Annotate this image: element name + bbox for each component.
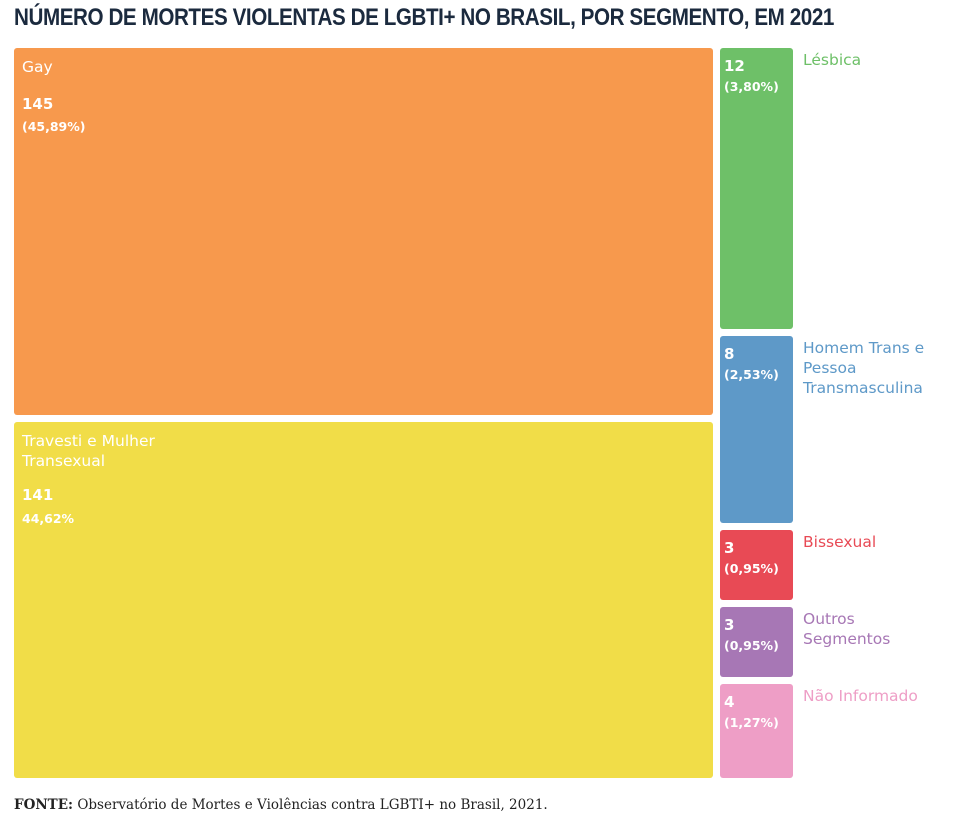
chart-title: NÚMERO DE MORTES VIOLENTAS DE LGBTI+ NO … <box>14 4 834 31</box>
tile-gay-value: 145 <box>22 95 54 113</box>
tile-lesbica-value: 12 <box>724 57 745 75</box>
legend-label-bissexual: Bissexual <box>803 533 877 551</box>
tile-gay: Gay 145 (45,89%) <box>14 48 713 415</box>
tile-lesbica: 12 (3,80%) <box>720 48 793 329</box>
tile-outros-value: 3 <box>724 616 735 634</box>
legend-label-lesbica: Lésbica <box>803 51 862 69</box>
legend-label-homem-trans: Homem Trans e Pessoa Transmasculina <box>803 339 925 397</box>
legend-label-outros-segmentos: Outros Segmentos <box>803 610 891 648</box>
tile-homem-trans-value: 8 <box>724 345 735 363</box>
tile-outros-percent: (0,95%) <box>724 638 779 653</box>
tile-travesti-value: 141 <box>22 486 54 504</box>
tile-travesti-label: Travesti e Mulher Transexual <box>22 432 155 470</box>
tile-nao-informado: 4 (1,27%) <box>720 684 793 778</box>
tile-lesbica-percent: (3,80%) <box>724 79 779 94</box>
tile-bissexual-value: 3 <box>724 539 735 557</box>
source-prefix: FONTE: <box>14 797 74 813</box>
tile-nao-informado-value: 4 <box>724 693 735 711</box>
tile-outros-segmentos: 3 (0,95%) <box>720 607 793 677</box>
source-text: Observatório de Mortes e Violências cont… <box>77 797 548 813</box>
tile-bissexual-percent: (0,95%) <box>724 561 779 576</box>
legend-label-nao-informado: Não Informado <box>803 687 918 705</box>
tile-homem-trans: 8 (2,53%) <box>720 336 793 523</box>
tile-travesti-percent: 44,62% <box>22 511 75 526</box>
tile-travesti-mulher-transexual: Travesti e Mulher Transexual 141 44,62% <box>14 422 713 778</box>
source-note: FONTE: Observatório de Mortes e Violênci… <box>14 797 548 813</box>
tile-nao-informado-percent: (1,27%) <box>724 715 779 730</box>
tile-gay-percent: (45,89%) <box>22 119 86 134</box>
tile-bissexual: 3 (0,95%) <box>720 530 793 600</box>
tile-gay-label: Gay <box>22 58 53 76</box>
tile-homem-trans-percent: (2,53%) <box>724 367 779 382</box>
